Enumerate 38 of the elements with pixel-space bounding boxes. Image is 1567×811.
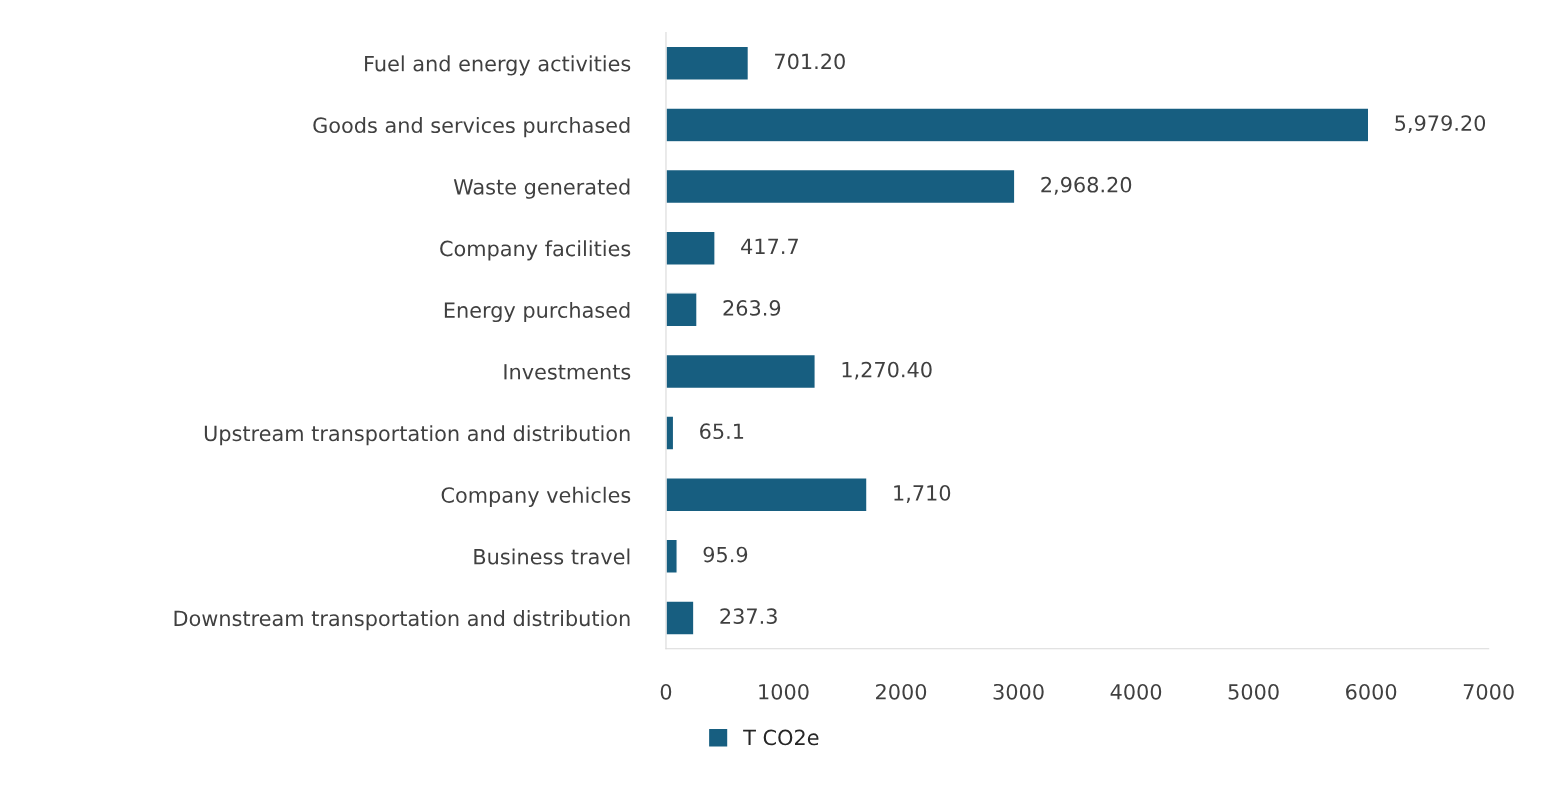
- x-tick-label: 1000: [759, 683, 809, 700]
- y-tick-label: Goods and services purchased: [313, 116, 630, 138]
- bar: [665, 230, 716, 266]
- bar: [665, 600, 695, 636]
- y-tick-label: Company vehicles: [441, 486, 631, 507]
- data-label: 65.1: [700, 423, 744, 440]
- data-label: 2,968.20: [1041, 176, 1132, 195]
- x-tick-label: 5000: [1228, 683, 1279, 700]
- x-tick-label: 3000: [993, 683, 1044, 700]
- data-label: 5,979.20: [1395, 115, 1486, 134]
- bar: [665, 107, 1370, 143]
- data-label: 701.20: [775, 53, 845, 70]
- x-tick-label: 7000: [1463, 683, 1514, 700]
- y-tick-label: Business travel: [474, 548, 630, 565]
- data-label: 237.3: [720, 608, 777, 625]
- y-tick-label: Energy purchased: [444, 301, 630, 323]
- data-label: 417.7: [741, 238, 798, 254]
- data-label: 263.9: [723, 300, 781, 316]
- data-label: 1,270.40: [842, 361, 932, 380]
- x-tick-label: 2000: [876, 683, 927, 700]
- bar: [665, 292, 698, 328]
- bar: [665, 538, 678, 574]
- bar: [665, 168, 1016, 205]
- data-label: 1,710: [894, 485, 951, 503]
- bar: [665, 45, 750, 81]
- y-tick-label: Downstream transportation and distribution: [174, 610, 630, 631]
- y-tick-label: Fuel and energy activities: [365, 55, 631, 76]
- y-tick-label: Upstream transportation and distribution: [204, 425, 630, 446]
- legend-label: T CO2e: [743, 729, 819, 746]
- x-tick-label: 4000: [1110, 683, 1162, 700]
- x-tick-label: 6000: [1346, 683, 1397, 700]
- bar: [665, 477, 868, 513]
- y-tick-label: Waste generated: [453, 178, 630, 199]
- y-tick-label: Investments: [504, 364, 631, 380]
- y-tick-label: Company facilities: [440, 240, 631, 261]
- x-tick-label: 0: [660, 683, 672, 700]
- bar: [665, 353, 816, 390]
- data-label: 95.9: [703, 546, 748, 563]
